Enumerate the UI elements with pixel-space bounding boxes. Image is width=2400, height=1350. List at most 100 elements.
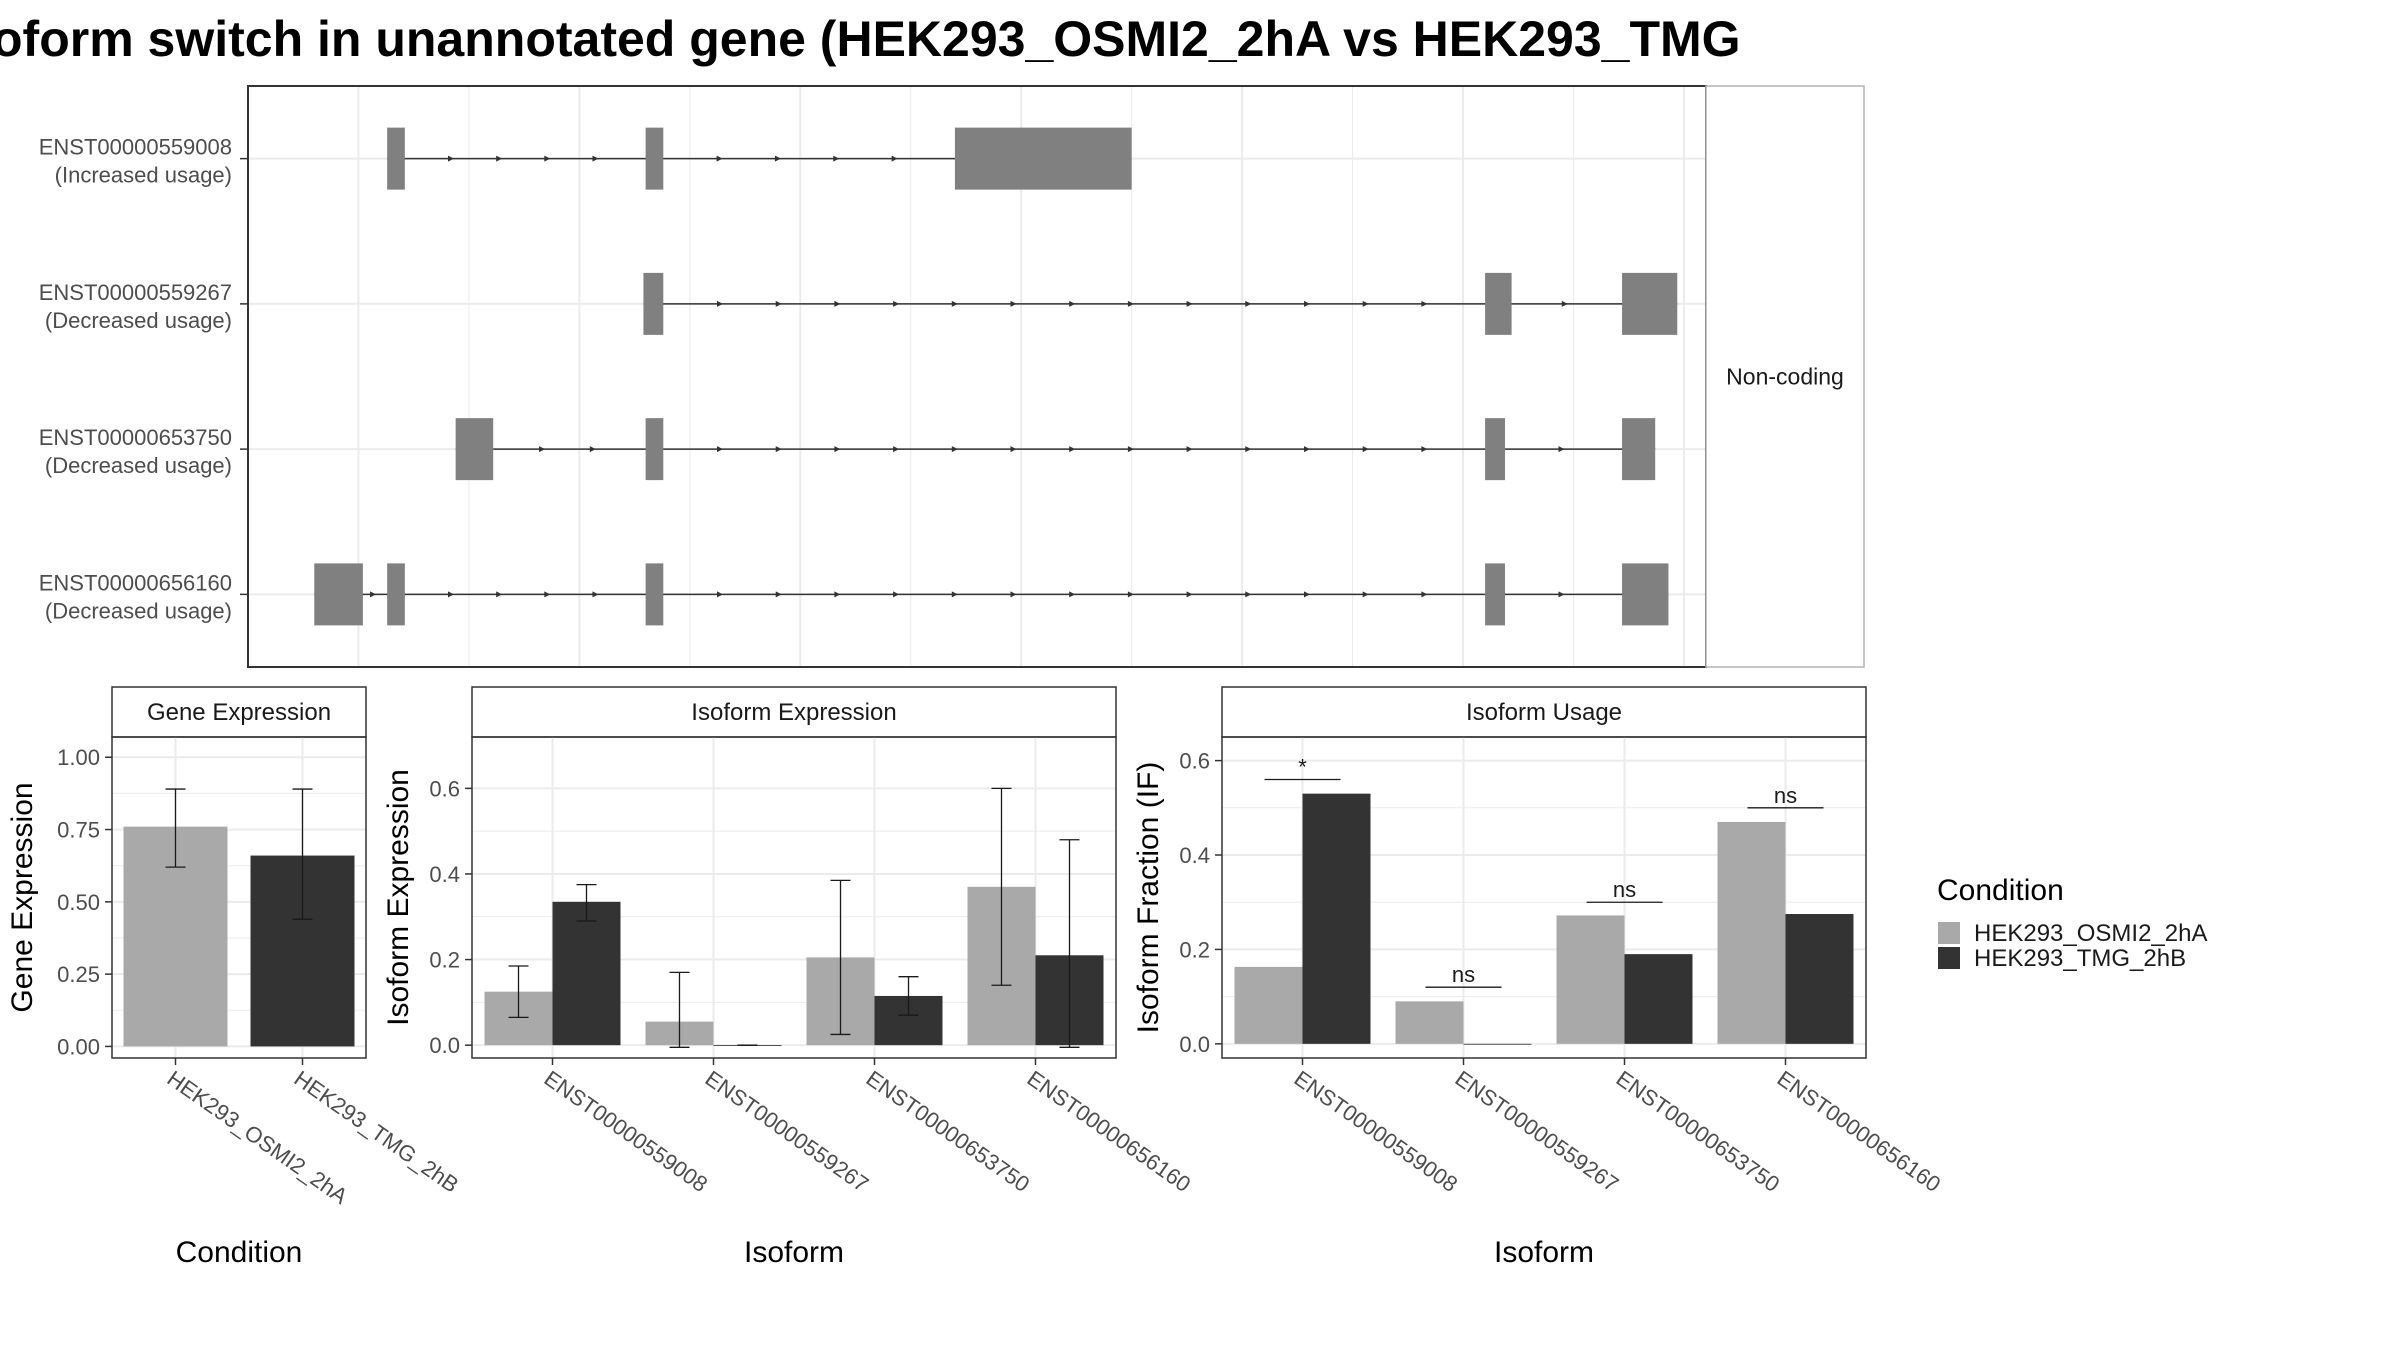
intron-arrow bbox=[775, 446, 782, 453]
y-tick-label: 0.50 bbox=[57, 890, 100, 915]
x-axis-title: Isoform bbox=[744, 1236, 844, 1269]
intron-arrow bbox=[1069, 591, 1076, 598]
intron-arrow bbox=[1010, 300, 1017, 307]
figure-title: oform switch in unannotated gene (HEK293… bbox=[0, 11, 1741, 67]
intron-arrow bbox=[1069, 300, 1076, 307]
x-tick-label: ENST00000653750 bbox=[1612, 1066, 1785, 1197]
intron-arrow bbox=[1127, 446, 1134, 453]
intron-arrow bbox=[1421, 300, 1428, 307]
y-tick-label: 0.0 bbox=[1179, 1032, 1210, 1057]
intron-arrow bbox=[1561, 300, 1568, 307]
bar bbox=[1556, 915, 1625, 1044]
intron-arrow bbox=[717, 591, 724, 598]
intron-arrow bbox=[834, 300, 841, 307]
legend-item-label: HEK293_OSMI2_2hA bbox=[1974, 920, 2207, 947]
exon-block bbox=[645, 127, 664, 190]
bar bbox=[1463, 1043, 1532, 1045]
panel-title: Gene Expression bbox=[147, 699, 331, 726]
y-tick-label: 0.0 bbox=[429, 1033, 460, 1058]
intron-arrow bbox=[1010, 446, 1017, 453]
y-tick-label: 0.6 bbox=[429, 776, 460, 801]
intron-arrow bbox=[775, 591, 782, 598]
exon-block bbox=[954, 127, 1132, 190]
panel-title: Isoform Usage bbox=[1466, 699, 1622, 726]
y-tick-label: 1.00 bbox=[57, 745, 100, 770]
intron-arrow bbox=[1127, 591, 1134, 598]
intron-arrow bbox=[1421, 446, 1428, 453]
panel-title: Isoform Expression bbox=[691, 699, 896, 726]
x-tick-label: ENST00000656160 bbox=[1773, 1066, 1946, 1197]
intron-arrow bbox=[951, 300, 958, 307]
y-tick-label: 0.00 bbox=[57, 1034, 100, 1059]
intron-arrow bbox=[893, 446, 900, 453]
intron-arrow bbox=[539, 446, 546, 453]
intron-arrow bbox=[448, 591, 455, 598]
intron-arrow bbox=[1186, 446, 1193, 453]
intron-arrow bbox=[496, 591, 503, 598]
exon-block bbox=[645, 418, 664, 481]
intron-arrow bbox=[589, 446, 596, 453]
legend-swatch bbox=[1938, 947, 1960, 969]
y-axis-title: Gene Expression bbox=[6, 782, 39, 1012]
exon-block bbox=[645, 563, 664, 626]
bar bbox=[1234, 966, 1303, 1044]
transcript-usage-label: (Decreased usage) bbox=[45, 308, 232, 333]
intron-arrow bbox=[833, 155, 840, 162]
y-tick-label: 0.4 bbox=[429, 862, 460, 887]
y-tick-label: 0.4 bbox=[1179, 843, 1210, 868]
significance-label: ns bbox=[1452, 962, 1475, 987]
intron-arrow bbox=[1127, 300, 1134, 307]
exon-block bbox=[1485, 272, 1512, 335]
intron-arrow bbox=[775, 300, 782, 307]
legend-item-label: HEK293_TMG_2hB bbox=[1974, 945, 2186, 972]
x-tick-label: ENST00000656160 bbox=[1023, 1066, 1196, 1197]
intron-arrow bbox=[1421, 591, 1428, 598]
panel-strip bbox=[111, 686, 367, 738]
intron-arrow bbox=[951, 591, 958, 598]
significance-label: ns bbox=[1774, 783, 1797, 808]
intron-arrow bbox=[1362, 300, 1369, 307]
intron-arrow bbox=[1186, 591, 1193, 598]
intron-arrow bbox=[1558, 591, 1565, 598]
intron-arrow bbox=[1303, 300, 1310, 307]
transcript-structure-plot: ENST00000559008 (Increased usage) ENST0000… bbox=[39, 85, 1865, 668]
intron-arrow bbox=[716, 155, 723, 162]
x-axis-title: Condition bbox=[176, 1236, 303, 1269]
intron-arrow bbox=[592, 155, 599, 162]
legend-swatch bbox=[1938, 922, 1960, 944]
bar bbox=[1785, 914, 1854, 1044]
transcript-usage-label: (Decreased usage) bbox=[45, 453, 232, 478]
exon-block bbox=[1622, 272, 1678, 335]
intron-arrow bbox=[1245, 591, 1252, 598]
intron-arrow bbox=[1010, 591, 1017, 598]
x-tick-label: ENST00000559008 bbox=[540, 1066, 713, 1197]
intron-arrow bbox=[496, 155, 503, 162]
bar bbox=[1302, 793, 1371, 1044]
exon-block bbox=[1485, 563, 1505, 626]
intron-arrow bbox=[1362, 591, 1369, 598]
transcript-id-label: ENST00000559008 bbox=[39, 135, 232, 160]
transcript-usage-label: (Decreased usage) bbox=[45, 598, 232, 623]
intron-arrow bbox=[893, 591, 900, 598]
bar bbox=[1395, 1001, 1464, 1044]
y-tick-label: 0.25 bbox=[57, 962, 100, 987]
panel-border bbox=[1221, 736, 1867, 1059]
transcript-id-label: ENST00000559267 bbox=[39, 280, 232, 305]
bar bbox=[1624, 954, 1693, 1044]
x-tick-label: ENST00000559267 bbox=[701, 1066, 874, 1197]
intron-arrow bbox=[1362, 446, 1369, 453]
panel-strip bbox=[1221, 686, 1867, 738]
exon-block bbox=[643, 272, 664, 335]
intron-arrow bbox=[544, 155, 551, 162]
y-tick-label: 0.2 bbox=[1179, 937, 1210, 962]
intron-arrow bbox=[1186, 300, 1193, 307]
intron-arrow bbox=[370, 591, 377, 598]
transcript-id-label: ENST00000653750 bbox=[39, 425, 232, 450]
intron-arrow bbox=[1303, 591, 1310, 598]
intron-arrow bbox=[893, 300, 900, 307]
intron-arrow bbox=[774, 155, 781, 162]
exon-block bbox=[314, 563, 363, 626]
x-axis-title: Isoform bbox=[1494, 1236, 1594, 1269]
